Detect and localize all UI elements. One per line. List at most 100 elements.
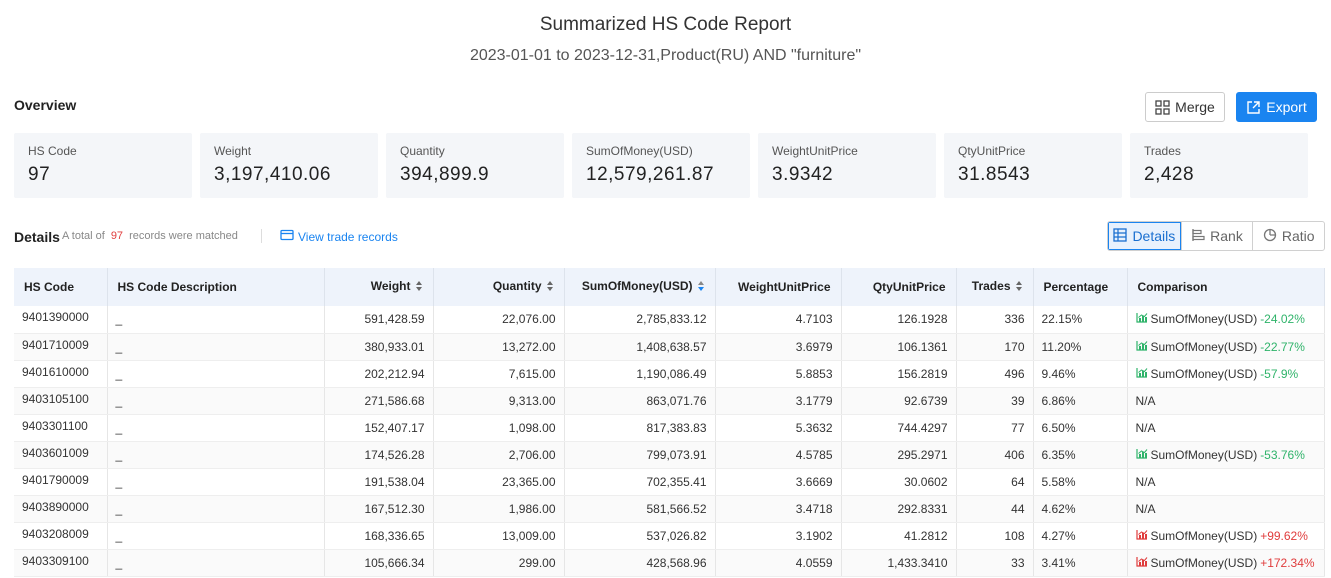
header-trades[interactable]: Trades bbox=[956, 268, 1034, 306]
merge-button[interactable]: Merge bbox=[1145, 92, 1225, 122]
stat-card-trades: Trades 2,428 bbox=[1130, 133, 1308, 198]
cell-qty-unit-price: 126.1928 bbox=[841, 306, 957, 334]
cell-qty-unit-price: 744.4297 bbox=[841, 414, 957, 442]
cell-comparison: N/A bbox=[1127, 495, 1325, 523]
cell-weight-unit-price: 4.5785 bbox=[715, 441, 842, 469]
card-icon bbox=[280, 229, 294, 244]
view-records-label: View trade records bbox=[298, 229, 398, 244]
cell-comparison: N/A bbox=[1127, 414, 1325, 442]
cell-quantity: 22,076.00 bbox=[433, 306, 565, 334]
cell-sum-of-money: 863,071.76 bbox=[564, 387, 716, 415]
cell-comparison: SumOfMoney(USD) -53.76% bbox=[1127, 441, 1325, 469]
cell-weight: 202,212.94 bbox=[324, 360, 434, 388]
stat-label: Trades bbox=[1144, 144, 1181, 158]
stat-value: 12,579,261.87 bbox=[586, 164, 715, 185]
header-label: Weight bbox=[370, 279, 411, 294]
cell-percentage: 6.86% bbox=[1033, 387, 1128, 415]
cell-weight-unit-price: 4.0559 bbox=[715, 549, 842, 577]
cell-qty-unit-price: 295.2971 bbox=[841, 441, 957, 469]
cell-weight: 380,933.01 bbox=[324, 333, 434, 361]
table-row[interactable]: 9403890000 _ 167,512.30 1,986.00 581,566.52 3… bbox=[14, 495, 1325, 523]
header-label: Quantity bbox=[492, 279, 542, 294]
cell-hs-code-description: _ bbox=[107, 549, 325, 577]
header-label: HS Code Description bbox=[117, 280, 237, 294]
sort-icon[interactable] bbox=[415, 280, 423, 295]
cell-trades: 44 bbox=[956, 495, 1034, 523]
cell-hs-code-description: _ bbox=[107, 306, 325, 334]
header-sum-of-money[interactable]: SumOfMoney(USD) bbox=[564, 268, 716, 306]
cell-percentage: 9.46% bbox=[1033, 360, 1128, 388]
cell-weight-unit-price: 4.7103 bbox=[715, 306, 842, 334]
cell-weight: 174,526.28 bbox=[324, 441, 434, 469]
trend-down-chart-icon bbox=[1135, 367, 1148, 381]
header-comparison: Comparison bbox=[1127, 268, 1325, 306]
view-trade-records-link[interactable]: View trade records bbox=[280, 229, 398, 244]
cell-weight: 167,512.30 bbox=[324, 495, 434, 523]
hs-code-table: HS Code HS Code Description Weight Quant… bbox=[14, 268, 1325, 577]
stat-card-qty-unit-price: QtyUnitPrice 31.8543 bbox=[944, 133, 1122, 198]
header-percentage: Percentage bbox=[1033, 268, 1128, 306]
cell-comparison: SumOfMoney(USD) -57.9% bbox=[1127, 360, 1325, 388]
comparison-metric: SumOfMoney(USD) bbox=[1150, 339, 1258, 354]
cell-percentage: 4.27% bbox=[1033, 522, 1128, 550]
cell-sum-of-money: 817,383.83 bbox=[564, 414, 716, 442]
cell-hs-code: 9403301100 bbox=[14, 414, 108, 442]
cell-weight: 591,428.59 bbox=[324, 306, 434, 334]
header-label: SumOfMoney(USD) bbox=[581, 279, 693, 294]
table-row[interactable]: 9401790009 _ 191,538.04 23,365.00 702,355.41… bbox=[14, 468, 1325, 496]
cell-hs-code: 9403309100 bbox=[14, 549, 108, 577]
table-row[interactable]: 9401710009 _ 380,933.01 13,272.00 1,408,638.… bbox=[14, 333, 1325, 361]
stat-value: 3,197,410.06 bbox=[214, 164, 331, 185]
ratio-view-button[interactable]: Ratio bbox=[1252, 222, 1324, 250]
cell-qty-unit-price: 106.1361 bbox=[841, 333, 957, 361]
cell-hs-code-description: _ bbox=[107, 495, 325, 523]
details-view-label: Details bbox=[1132, 228, 1176, 244]
cell-hs-code-description: _ bbox=[107, 333, 325, 361]
pie-chart-icon bbox=[1263, 228, 1277, 245]
cell-quantity: 9,313.00 bbox=[433, 387, 565, 415]
cell-weight-unit-price: 3.4718 bbox=[715, 495, 842, 523]
table-row[interactable]: 9401390000 _ 591,428.59 22,076.00 2,785,833.… bbox=[14, 306, 1325, 334]
cell-trades: 33 bbox=[956, 549, 1034, 577]
export-button[interactable]: Export bbox=[1236, 92, 1317, 122]
table-row[interactable]: 9403105100 _ 271,586.68 9,313.00 863,071.76 3… bbox=[14, 387, 1325, 415]
ratio-view-label: Ratio bbox=[1281, 228, 1315, 244]
cell-weight-unit-price: 5.3632 bbox=[715, 414, 842, 442]
cell-hs-code-description: _ bbox=[107, 414, 325, 442]
records-count: 97 bbox=[110, 230, 124, 242]
cell-sum-of-money: 428,568.96 bbox=[564, 549, 716, 577]
sort-desc-active-icon[interactable] bbox=[697, 280, 705, 295]
header-quantity[interactable]: Quantity bbox=[433, 268, 565, 306]
stat-value: 394,899.9 bbox=[400, 164, 490, 185]
table-header-row: HS Code HS Code Description Weight Quant… bbox=[14, 268, 1325, 306]
header-label: Comparison bbox=[1137, 280, 1208, 294]
table-row[interactable]: 9403208009 _ 168,336.65 13,009.00 537,026.82… bbox=[14, 522, 1325, 550]
cell-sum-of-money: 1,408,638.57 bbox=[564, 333, 716, 361]
stat-card-weight: Weight 3,197,410.06 bbox=[200, 133, 378, 198]
sort-icon[interactable] bbox=[1015, 280, 1023, 295]
table-row[interactable]: 9403601009 _ 174,526.28 2,706.00 799,073.91 4… bbox=[14, 441, 1325, 469]
cell-hs-code-description: _ bbox=[107, 468, 325, 496]
table-row[interactable]: 9401610000 _ 202,212.94 7,615.00 1,190,086.4… bbox=[14, 360, 1325, 388]
cell-trades: 39 bbox=[956, 387, 1034, 415]
cell-quantity: 1,986.00 bbox=[433, 495, 565, 523]
cell-quantity: 13,272.00 bbox=[433, 333, 565, 361]
details-view-button[interactable]: Details bbox=[1108, 222, 1181, 250]
rank-view-button[interactable]: Rank bbox=[1180, 222, 1253, 250]
cell-trades: 108 bbox=[956, 522, 1034, 550]
cell-percentage: 4.62% bbox=[1033, 495, 1128, 523]
header-weight[interactable]: Weight bbox=[324, 268, 434, 306]
cell-percentage: 6.50% bbox=[1033, 414, 1128, 442]
cell-trades: 170 bbox=[956, 333, 1034, 361]
header-label: Percentage bbox=[1043, 280, 1109, 294]
divider bbox=[261, 229, 262, 243]
sort-icon[interactable] bbox=[546, 280, 554, 295]
cell-quantity: 1,098.00 bbox=[433, 414, 565, 442]
table-row[interactable]: 9403309100 _ 105,666.34 299.00 428,568.96 4.0… bbox=[14, 549, 1325, 577]
comparison-change: -57.9% bbox=[1260, 366, 1299, 381]
table-row[interactable]: 9403301100 _ 152,407.17 1,098.00 817,383.83 5… bbox=[14, 414, 1325, 442]
cell-percentage: 5.58% bbox=[1033, 468, 1128, 496]
header-hs-code[interactable]: HS Code bbox=[14, 268, 108, 306]
comparison-metric: SumOfMoney(USD) bbox=[1150, 312, 1258, 327]
cell-weight-unit-price: 5.8853 bbox=[715, 360, 842, 388]
